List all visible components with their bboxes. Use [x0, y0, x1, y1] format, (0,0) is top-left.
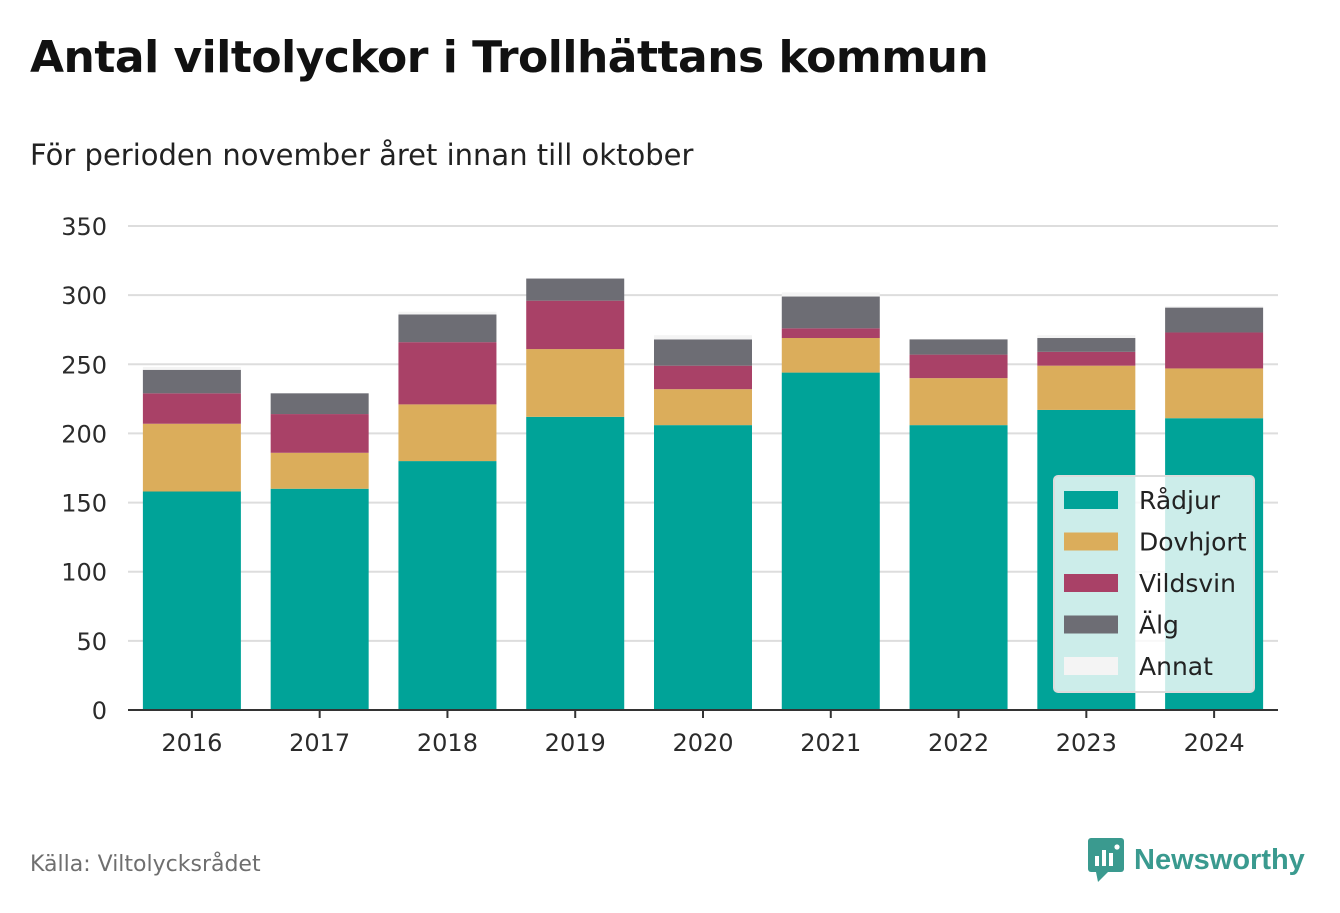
- x-tick-label: 2020: [672, 729, 733, 757]
- bar-segment: [909, 425, 1008, 710]
- x-tick-label: 2018: [417, 729, 478, 757]
- bar-segment: [398, 461, 497, 710]
- legend-swatch: [1064, 657, 1118, 675]
- bar-segment: [142, 369, 241, 394]
- legend-swatch: [1064, 615, 1118, 634]
- legend-label: Älg: [1139, 611, 1179, 640]
- bar-segment: [270, 488, 369, 710]
- bar-segment: [909, 378, 1008, 426]
- x-tick-label: 2022: [928, 729, 989, 757]
- chart-subtitle: För perioden november året innan till ok…: [30, 138, 694, 172]
- bar-segment: [526, 278, 625, 301]
- bar-segment: [1165, 332, 1264, 369]
- bar-segment: [526, 416, 625, 710]
- y-tick-label: 250: [61, 351, 107, 379]
- x-tick-label: 2017: [289, 729, 350, 757]
- bar-segment: [526, 349, 625, 417]
- legend-label: Vildsvin: [1139, 569, 1236, 598]
- legend-label: Annat: [1139, 652, 1213, 681]
- bar-segment: [654, 339, 752, 366]
- x-tick-label: 2023: [1056, 729, 1117, 757]
- bar-segment: [398, 342, 497, 405]
- bar-segment: [526, 300, 625, 350]
- bar-segment: [142, 393, 241, 424]
- x-tick-label: 2024: [1184, 729, 1245, 757]
- brand-name: Newsworthy: [1134, 843, 1305, 876]
- source-note: Källa: Viltolycksrådet: [30, 852, 261, 877]
- legend: Rådjur Dovhjort Vildsvin Älg Annat: [1053, 475, 1255, 693]
- bar-segment: [781, 296, 880, 329]
- x-tick-label: 2021: [800, 729, 861, 757]
- bar-segment: [1037, 335, 1136, 339]
- legend-swatch: [1064, 532, 1118, 551]
- y-tick-label: 0: [92, 697, 107, 725]
- y-tick-label: 300: [61, 282, 107, 310]
- bar-segment: [781, 328, 880, 339]
- bar-segment: [1165, 368, 1264, 419]
- bar-segment: [270, 393, 369, 415]
- newsworthy-logo-icon: [1088, 838, 1124, 882]
- bar-segment: [781, 338, 880, 373]
- bar-segment: [1037, 338, 1136, 352]
- bar-segment: [909, 339, 1008, 355]
- bar-segment: [654, 425, 752, 710]
- bar-segment: [398, 404, 497, 462]
- bar-segment: [654, 365, 752, 390]
- bar-segment: [781, 372, 880, 710]
- bar-segment: [781, 292, 880, 297]
- bar-segment: [270, 452, 369, 489]
- legend-label: Rådjur: [1139, 486, 1221, 515]
- x-tick-label: 2016: [161, 729, 222, 757]
- legend-swatch: [1064, 491, 1118, 509]
- bar-segment: [142, 367, 241, 370]
- legend-box: [1053, 475, 1255, 693]
- y-tick-label: 100: [61, 559, 107, 587]
- y-tick-label: 350: [61, 213, 107, 241]
- y-tick-label: 150: [61, 490, 107, 518]
- bar-segment: [398, 311, 497, 315]
- bar-segment: [909, 354, 1008, 379]
- bar-segment: [398, 314, 497, 343]
- bar-segment: [1037, 351, 1136, 366]
- bar-segment: [270, 414, 369, 453]
- legend-swatch: [1064, 574, 1118, 592]
- bar-segment: [1165, 306, 1264, 308]
- bar-segment: [654, 389, 752, 426]
- bar-segment: [654, 335, 752, 340]
- x-tick-label: 2019: [545, 729, 606, 757]
- legend-label: Dovhjort: [1139, 528, 1247, 557]
- bar-segment: [142, 491, 241, 710]
- bar-segment: [142, 423, 241, 492]
- bar-segment: [1165, 307, 1264, 333]
- y-tick-label: 50: [76, 628, 107, 656]
- brand-logo[interactable]: Newsworthy: [1088, 838, 1305, 882]
- chart-title: Antal viltolyckor i Trollhättans kommun: [30, 32, 989, 83]
- bar-segment: [1037, 365, 1136, 410]
- y-tick-label: 200: [61, 420, 107, 448]
